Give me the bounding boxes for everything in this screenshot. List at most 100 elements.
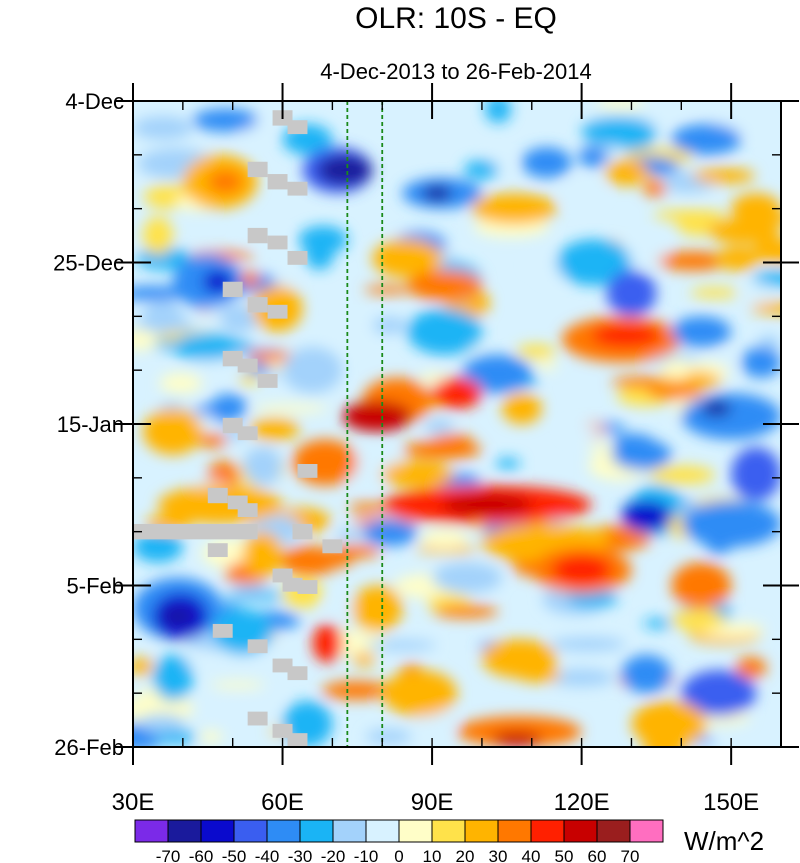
anomaly-patch: [741, 347, 781, 378]
colorbar-label: -50: [222, 847, 247, 863]
anomaly-patch: [192, 108, 258, 132]
anomaly-patch: [207, 170, 243, 194]
anomaly-patch: [735, 657, 767, 679]
missing-data-patch: [267, 235, 288, 250]
anomaly-patch: [133, 116, 193, 140]
anomaly-patch: [210, 680, 266, 689]
anomaly-patch: [210, 393, 247, 420]
anomaly-patch: [372, 239, 443, 278]
colorbar-swatch: [563, 819, 598, 843]
colorbar-units: W/m^2: [684, 826, 764, 856]
anomaly-patch: [461, 354, 532, 394]
anomaly-patch: [415, 545, 478, 554]
anomaly-patch: [152, 654, 193, 701]
colorbar-swatch: [200, 819, 235, 843]
colorbar-swatch: [134, 819, 169, 843]
anomaly-patch: [336, 529, 363, 542]
colorbar-label: -40: [255, 847, 280, 863]
missing-data-patch: [237, 503, 258, 518]
missing-data-patch: [287, 733, 308, 747]
anomaly-patch: [491, 731, 542, 747]
colorbar-swatch: [266, 819, 301, 843]
y-tick-label: 25-Dec: [53, 251, 124, 276]
missing-data-patch: [247, 639, 268, 654]
anomaly-patch: [563, 179, 603, 204]
anomaly-patch: [312, 623, 343, 663]
anomaly-patch: [581, 116, 657, 148]
anomaly-patch: [550, 637, 626, 651]
colorbar-swatch: [233, 819, 268, 843]
chart-title: OLR: 10S - EQ: [355, 2, 557, 35]
x-axis: 30E 60E 90E 120E 150E: [112, 83, 782, 816]
anomaly-patch: [432, 377, 482, 409]
anomaly-patch: [433, 605, 499, 618]
missing-data-patch: [222, 281, 243, 298]
colorbar-label: 30: [489, 847, 508, 863]
x-tick-label: 60E: [261, 789, 304, 816]
colorbar-swatch: [167, 819, 202, 843]
anomaly-field: [133, 101, 781, 747]
colorbar-label: -60: [189, 847, 214, 863]
anomaly-patch: [471, 193, 557, 225]
colorbar-swatch: [530, 819, 565, 843]
anomaly-patch: [671, 124, 742, 155]
anomaly-patch: [646, 101, 704, 110]
anomaly-patch: [587, 444, 616, 453]
colorbar: -70 -60 -50 -40 -30 -20 -10 0 10 20 30 40 50 60 70: [134, 819, 664, 863]
anomaly-patch: [623, 241, 666, 269]
anomaly-patch: [352, 653, 376, 667]
missing-data-patch: [322, 539, 343, 554]
y-tick-label: 4-Dec: [65, 89, 124, 114]
missing-data-patch: [287, 666, 308, 681]
reference-lines: [346, 101, 384, 747]
anomaly-patch: [159, 373, 203, 394]
missing-data-patch: [267, 174, 288, 190]
anomaly-patch: [286, 552, 354, 570]
colorbar-label: -30: [288, 847, 313, 863]
missing-data-patch: [207, 487, 228, 504]
anomaly-patch: [407, 270, 482, 301]
colorbar-label: 40: [522, 847, 541, 863]
missing-data-patch: [292, 523, 313, 540]
missing-data-patch: [207, 543, 228, 558]
anomaly-patch: [578, 145, 608, 168]
anomaly-patch: [750, 302, 781, 315]
missing-data-patch: [287, 120, 308, 135]
anomaly-patch: [611, 439, 672, 471]
anomaly-patch: [681, 500, 781, 548]
anomaly-patch: [321, 681, 392, 700]
anomaly-patch: [136, 247, 192, 270]
missing-data-patch: [247, 227, 268, 244]
anomaly-patch: [621, 654, 672, 694]
anomaly-patch: [707, 218, 781, 244]
colorbar-swatch: [464, 819, 499, 843]
anomaly-patch: [365, 729, 412, 745]
anomaly-patch: [463, 160, 499, 179]
anomaly-patch: [457, 716, 582, 747]
colorbar-label: -70: [156, 847, 181, 863]
anomaly-patch: [692, 168, 756, 184]
anomaly-patch: [621, 500, 672, 532]
anomaly-patch: [252, 404, 329, 413]
colorbar-label: 20: [456, 847, 475, 863]
anomaly-patch: [715, 246, 760, 271]
anomaly-patch: [649, 465, 716, 485]
anomaly-patch: [606, 270, 657, 317]
colorbar-swatch: [365, 819, 400, 843]
anomaly-patch: [239, 373, 260, 386]
anomaly-patch: [420, 529, 469, 549]
x-tick-label: 90E: [411, 789, 454, 816]
anomaly-patch: [317, 154, 373, 186]
anomaly-patch: [364, 285, 413, 295]
colorbar-label: 60: [588, 847, 607, 863]
anomaly-patch: [362, 519, 418, 547]
anomaly-patch: [752, 238, 781, 264]
colorbar-label: -20: [321, 847, 346, 863]
colorbar-swatch: [629, 819, 664, 843]
anomaly-patch: [242, 531, 283, 578]
colorbar-swatch: [431, 819, 466, 843]
anomaly-patch: [731, 447, 781, 501]
anomaly-patch: [382, 670, 457, 717]
anomaly-patch: [380, 461, 454, 488]
